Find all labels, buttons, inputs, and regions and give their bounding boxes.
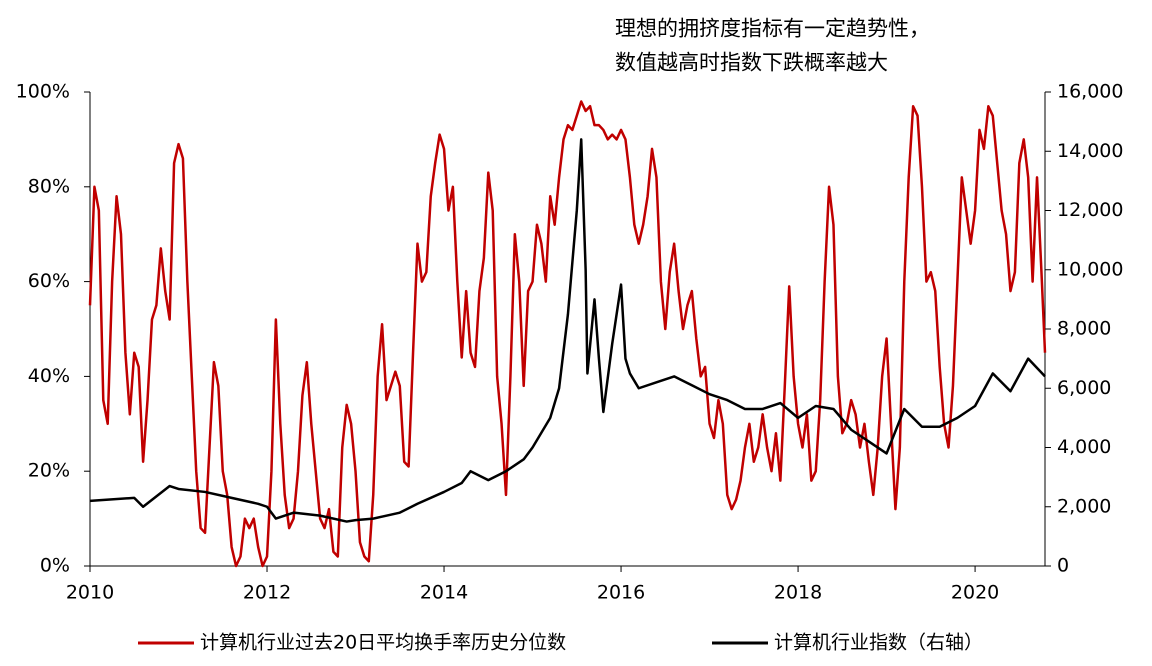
y-tick-label: 0% [40,555,70,577]
y2-tick-label: 4,000 [1057,436,1111,458]
y-tick-label: 60% [28,270,70,292]
y-tick-label: 80% [28,175,70,197]
x-tick-label: 2016 [597,582,645,604]
y2-tick-label: 12,000 [1057,199,1123,221]
x-tick-label: 2010 [66,582,114,604]
y2-tick-label: 8,000 [1057,318,1111,340]
annotation: 理想的拥挤度指标有一定趋势性， [615,17,930,41]
x-tick-label: 2018 [774,582,822,604]
y-tick-label: 100% [16,81,70,103]
x-tick-label: 2014 [420,582,468,604]
y2-tick-label: 10,000 [1057,258,1123,280]
series-line [88,100,1047,568]
y2-tick-label: 16,000 [1057,81,1123,103]
y2-tick-label: 14,000 [1057,140,1123,162]
y2-tick-label: 6,000 [1057,377,1111,399]
y-tick-label: 20% [28,460,70,482]
y2-tick-label: 0 [1057,555,1069,577]
x-tick-label: 2012 [243,582,291,604]
legend-label: 计算机行业指数（右轴） [774,632,983,654]
series-line [89,138,1046,523]
y-tick-label: 40% [28,365,70,387]
legend-label: 计算机行业过去20日平均换手率历史分位数 [200,632,566,654]
y2-tick-label: 2,000 [1057,495,1111,517]
x-tick-label: 2020 [951,582,999,604]
annotation: 数值越高时指数下跌概率越大 [615,51,888,75]
